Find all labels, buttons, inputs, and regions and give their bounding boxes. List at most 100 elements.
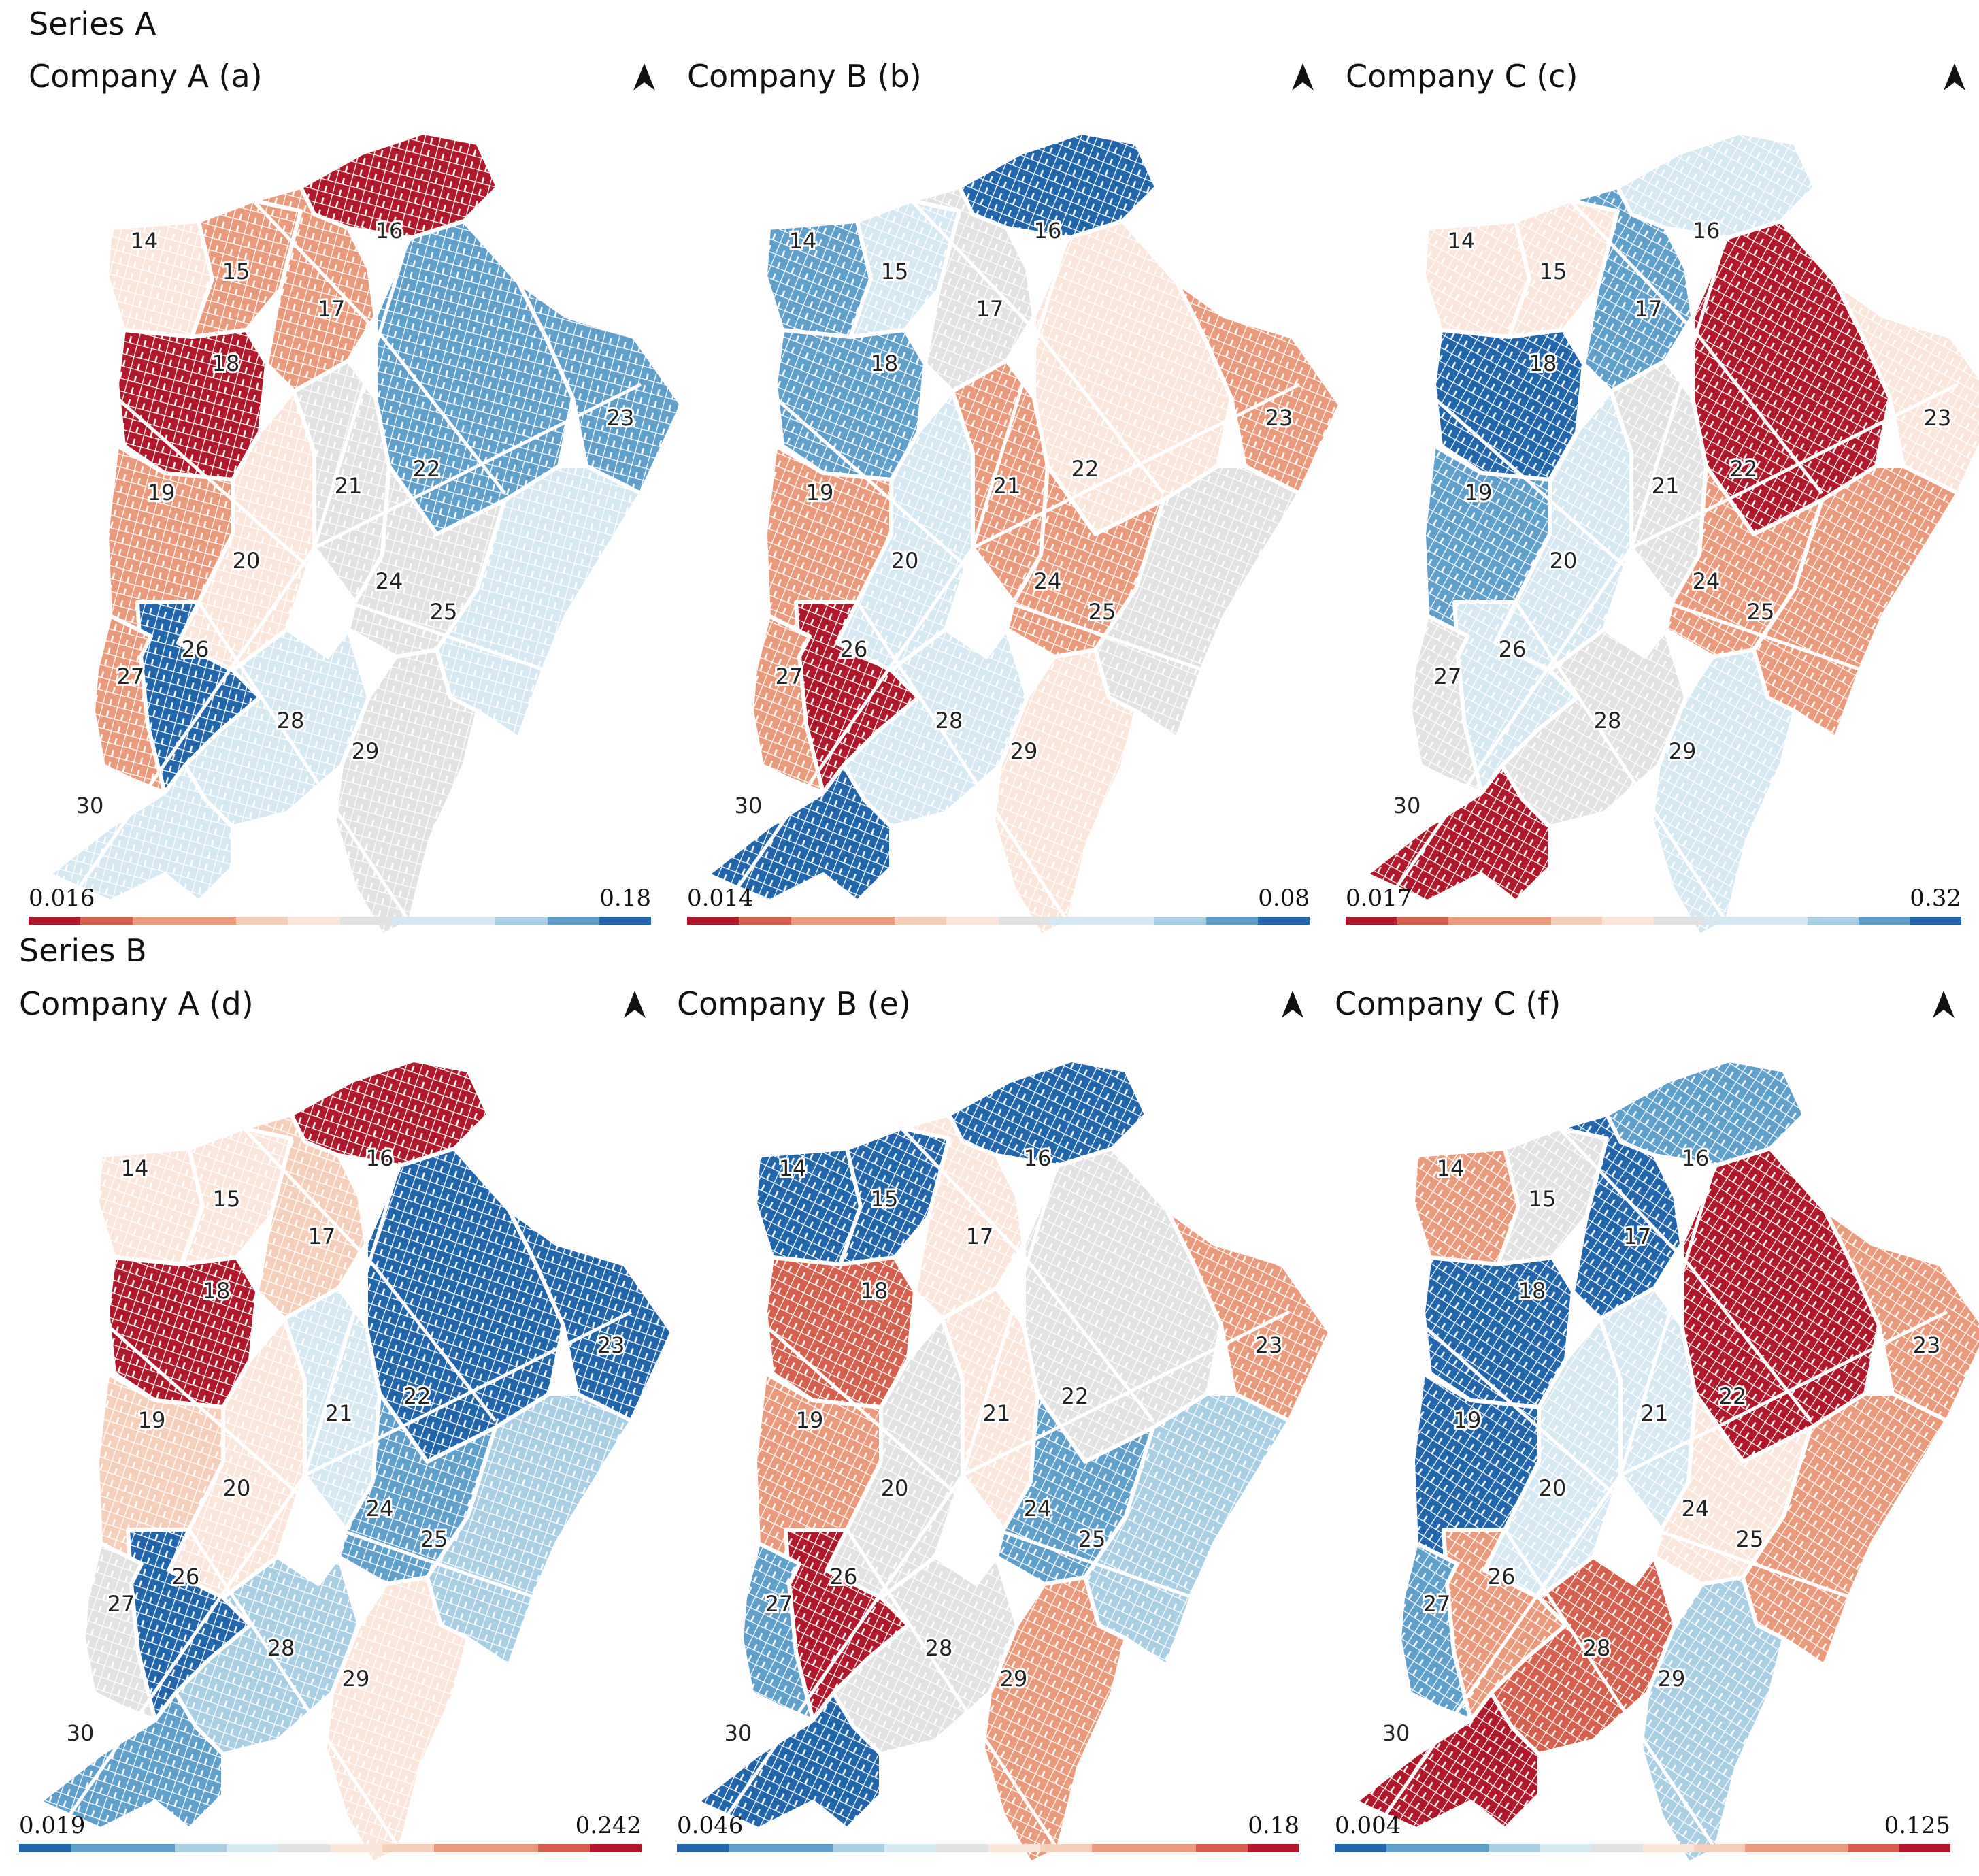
region-label-21: 21: [335, 473, 363, 499]
legend-swatch: [1653, 917, 1705, 925]
legend-swatch: [1257, 917, 1310, 925]
road-line: [187, 1528, 402, 1851]
road-line: [764, 1324, 1195, 1600]
region-19: [95, 1371, 225, 1566]
region-label-20: 20: [233, 548, 261, 574]
road-line: [252, 199, 506, 495]
region-label-25: 25: [1078, 1526, 1106, 1552]
legend-color-bar: [19, 1844, 642, 1852]
region-18: [1432, 328, 1586, 482]
region-label-26: 26: [1499, 636, 1527, 662]
region-label-23: 23: [1265, 405, 1293, 431]
map-panel-b-2: Company B (e) 14 15 16 17 18 19 20 21 22 23 24 25 26 2…: [677, 985, 1330, 1870]
north-arrow-icon: [633, 63, 655, 90]
legend-swatch: [1205, 917, 1258, 925]
road-line: [1630, 382, 1959, 550]
region-19: [1422, 444, 1552, 638]
region-label-23: 23: [607, 405, 635, 431]
legend-swatch: [1247, 1844, 1299, 1852]
region-label-28: 28: [1594, 708, 1622, 734]
legend-swatch: [19, 1844, 71, 1852]
region-label-21: 21: [983, 1400, 1011, 1426]
legend-swatch: [884, 1844, 937, 1852]
legend-swatch: [495, 917, 548, 925]
legend-swatch: [382, 1844, 434, 1852]
region-label-14: 14: [789, 228, 817, 254]
region-14: [753, 1147, 863, 1266]
region-label-20: 20: [891, 548, 919, 574]
legend-swatch: [537, 1844, 590, 1852]
legend-swatch: [1102, 917, 1154, 925]
region-label-27: 27: [776, 663, 803, 689]
legend-swatch: [278, 1844, 331, 1852]
legend-swatch: [71, 1844, 123, 1852]
region-22: [1691, 219, 1892, 536]
legend-swatch: [80, 917, 133, 925]
region-label-18: 18: [212, 350, 240, 376]
region-label-22: 22: [1730, 456, 1758, 482]
region-label-20: 20: [223, 1475, 251, 1501]
legend-swatch: [687, 917, 739, 925]
legend-swatch: [1437, 1844, 1489, 1852]
region-label-25: 25: [1736, 1526, 1764, 1552]
legend-min-value: 0.017: [1346, 885, 1412, 912]
region-label-29: 29: [352, 738, 380, 764]
region-label-16: 16: [1034, 218, 1062, 244]
legend-swatch: [1899, 1844, 1951, 1852]
legend-swatch: [236, 917, 288, 925]
region-label-29: 29: [1669, 738, 1697, 764]
legend-swatch: [739, 917, 791, 925]
region-label-14: 14: [131, 228, 159, 254]
region-14: [763, 219, 873, 339]
legend-max-value: 0.125: [1884, 1812, 1950, 1839]
region-label-27: 27: [1423, 1591, 1451, 1617]
region-label-27: 27: [1434, 663, 1462, 689]
region-label-28: 28: [277, 708, 305, 734]
road-line: [774, 397, 1205, 672]
region-15: [1496, 1126, 1609, 1266]
road-line: [106, 1324, 537, 1600]
region-label-27: 27: [117, 663, 145, 689]
road-line: [242, 1127, 497, 1422]
road-line: [971, 382, 1301, 550]
legend-swatch: [946, 917, 999, 925]
region-label-23: 23: [1913, 1332, 1941, 1358]
map-panel-b-3: Company C (f) 14 15 16 17 18 19 20 21 22 23 24 25 26 2…: [1335, 985, 1979, 1870]
region-label-24: 24: [1024, 1496, 1052, 1521]
choropleth-map: 14 15 16 17 18 19 20 21 22 23 24 25 26 27 28 29 30: [1364, 131, 1979, 938]
region-label-29: 29: [1658, 1666, 1686, 1692]
legend-swatch: [589, 1844, 642, 1852]
region-27: [91, 614, 167, 795]
region-label-20: 20: [1550, 548, 1578, 574]
region-label-19: 19: [148, 480, 176, 506]
legend-swatch: [1859, 917, 1910, 925]
legend-color-bar: [1346, 917, 1962, 925]
legend-swatch: [1807, 917, 1859, 925]
legend-min-value: 0.004: [1335, 1812, 1401, 1839]
region-label-24: 24: [1693, 568, 1720, 594]
panel-title: Company A (d): [19, 985, 254, 1022]
road-line: [900, 1127, 1154, 1422]
legend-swatch: [832, 1844, 884, 1852]
panel-title: Company C (c): [1346, 58, 1578, 95]
region-label-30: 30: [76, 793, 104, 819]
region-label-24: 24: [376, 568, 403, 594]
north-arrow-icon: [1282, 991, 1303, 1018]
choropleth-map: 14 15 16 17 18 19 20 21 22 23 24 25 26 27 28 29 30: [705, 131, 1340, 938]
region-label-29: 29: [342, 1666, 370, 1692]
legend-color-bar: [677, 1844, 1299, 1852]
region-label-21: 21: [1652, 473, 1680, 499]
region-14: [1422, 219, 1531, 339]
legend-swatch: [1144, 1844, 1196, 1852]
legend-swatch: [1489, 1844, 1540, 1852]
region-label-28: 28: [267, 1635, 295, 1661]
region-label-14: 14: [779, 1155, 807, 1181]
map-panel-a-1: Company A (a) 14 15 16 17 18 19 20 21 22 23 24 25 26 2…: [29, 58, 682, 942]
map-panel-a-3: Company C (c) 14 15 16 17 18 19 20 21 22 23 24 25 26 2…: [1346, 58, 1979, 942]
region-label-19: 19: [138, 1407, 166, 1433]
region-27: [1408, 614, 1484, 795]
region-label-15: 15: [871, 1186, 899, 1212]
region-28: [842, 627, 1029, 829]
region-17: [910, 185, 1036, 393]
region-label-21: 21: [1641, 1400, 1669, 1426]
